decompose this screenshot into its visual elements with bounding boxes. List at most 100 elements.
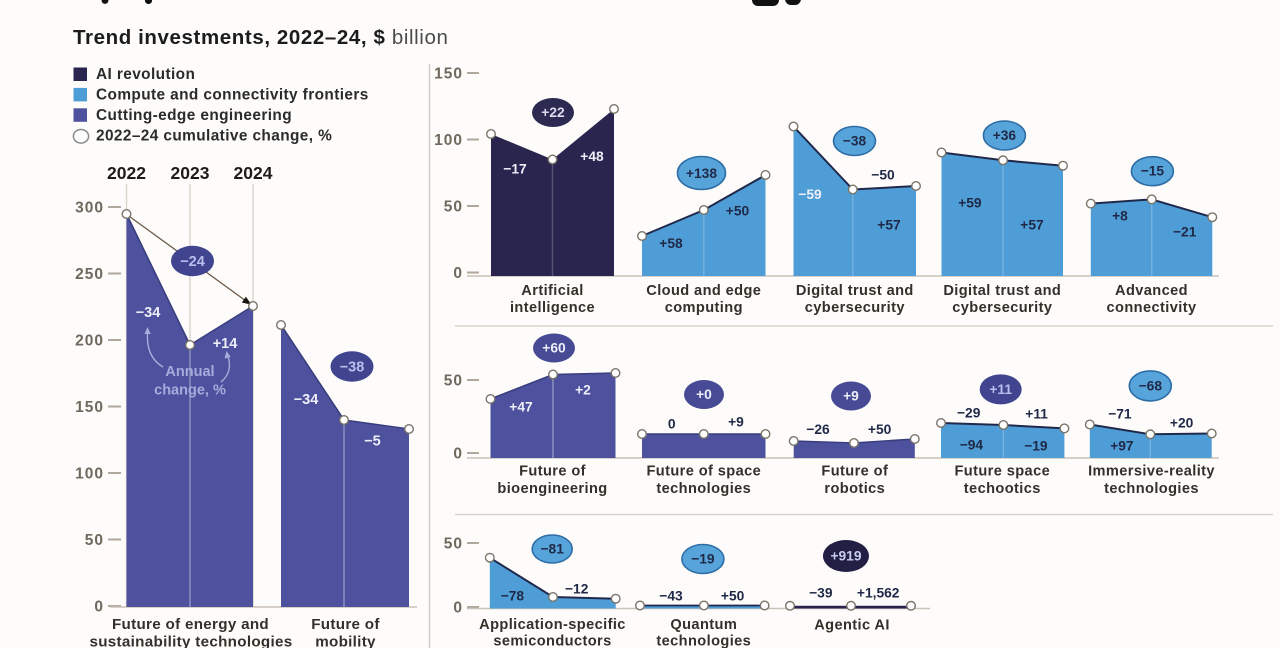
svg-text:50: 50 <box>85 532 104 549</box>
svg-text:50: 50 <box>444 536 463 553</box>
svg-text:−5: −5 <box>364 434 381 450</box>
svg-text:150: 150 <box>434 66 463 83</box>
svg-text:+919: +919 <box>830 549 861 564</box>
svg-text:Future of space: Future of space <box>646 464 761 480</box>
svg-text:technologies: technologies <box>656 481 751 497</box>
svg-text:Future of: Future of <box>311 616 380 633</box>
svg-text:Future of: Future of <box>821 464 888 480</box>
svg-text:+14: +14 <box>213 336 238 352</box>
svg-text:−38: −38 <box>340 360 365 376</box>
svg-text:+50: +50 <box>868 422 892 437</box>
svg-text:−21: −21 <box>1173 225 1197 240</box>
svg-text:Application-specific: Application-specific <box>479 617 626 633</box>
svg-text:sustainability technologies: sustainability technologies <box>89 634 292 648</box>
svg-text:+59: +59 <box>958 196 982 211</box>
svg-text:200: 200 <box>75 333 104 350</box>
svg-text:Quantum: Quantum <box>670 617 737 633</box>
svg-text:AI revolution: AI revolution <box>96 66 195 83</box>
svg-text:−19: −19 <box>691 552 715 567</box>
svg-text:50: 50 <box>444 199 463 216</box>
svg-text:−12: −12 <box>565 581 589 596</box>
svg-text:+36: +36 <box>993 128 1017 143</box>
svg-text:−94: −94 <box>960 438 984 453</box>
svg-text:−34: −34 <box>294 392 319 408</box>
svg-text:+11: +11 <box>1025 407 1048 422</box>
svg-text:robotics: robotics <box>824 481 885 497</box>
svg-text:+1,562: +1,562 <box>857 585 900 600</box>
svg-text:Future of: Future of <box>519 464 586 480</box>
svg-text:−43: −43 <box>659 588 683 603</box>
svg-text:+22: +22 <box>541 105 565 120</box>
svg-text:Annual: Annual <box>165 364 214 380</box>
svg-text:+48: +48 <box>580 149 604 164</box>
svg-text:+50: +50 <box>721 588 745 603</box>
svg-text:technologies: technologies <box>656 634 751 648</box>
svg-text:bioengineering: bioengineering <box>497 481 607 497</box>
svg-text:−17: −17 <box>503 162 527 177</box>
svg-text:100: 100 <box>75 466 104 483</box>
svg-text:+0: +0 <box>696 387 712 402</box>
svg-text:−39: −39 <box>809 585 833 600</box>
svg-text:+9: +9 <box>728 415 744 430</box>
svg-text:+9: +9 <box>843 389 859 404</box>
svg-text:2022: 2022 <box>107 163 146 183</box>
svg-text:mobility: mobility <box>315 634 376 648</box>
svg-text:Digital trust and: Digital trust and <box>943 283 1061 299</box>
svg-text:+50: +50 <box>726 204 750 219</box>
svg-text:2022–24 cumulative change, %: 2022–24 cumulative change, % <box>96 128 332 145</box>
svg-text:−50: −50 <box>871 168 895 183</box>
svg-text:Future space: Future space <box>954 464 1050 480</box>
svg-text:2023: 2023 <box>171 163 210 183</box>
svg-text:Cloud and edge: Cloud and edge <box>646 283 761 299</box>
svg-text:connectivity: connectivity <box>1107 300 1197 316</box>
svg-text:+8: +8 <box>1112 209 1128 224</box>
svg-text:0: 0 <box>668 417 676 432</box>
svg-text:−24: −24 <box>180 254 205 270</box>
svg-text:2024: 2024 <box>234 163 273 183</box>
svg-text:computing: computing <box>665 300 743 316</box>
svg-text:50: 50 <box>444 373 463 390</box>
svg-text:Agentic AI: Agentic AI <box>814 618 890 634</box>
svg-text:Artificial: Artificial <box>521 283 583 299</box>
svg-text:Compute and connectivity front: Compute and connectivity frontiers <box>96 87 369 104</box>
svg-text:−15: −15 <box>1141 164 1165 179</box>
svg-text:Immersive-reality: Immersive-reality <box>1088 464 1215 480</box>
svg-text:−26: −26 <box>806 422 830 437</box>
svg-text:+138: +138 <box>686 166 717 181</box>
svg-text:0: 0 <box>94 599 104 616</box>
svg-text:+47: +47 <box>509 400 533 415</box>
svg-text:technologies: technologies <box>1104 481 1199 497</box>
svg-text:100: 100 <box>434 132 463 149</box>
svg-text:+60: +60 <box>542 341 566 356</box>
svg-text:+58: +58 <box>659 236 683 251</box>
svg-text:+11: +11 <box>989 382 1012 397</box>
svg-text:−71: −71 <box>1108 407 1132 422</box>
svg-text:0: 0 <box>453 265 463 282</box>
svg-text:+2: +2 <box>575 383 591 398</box>
svg-text:−78: −78 <box>501 588 525 603</box>
svg-text:cybersecurity: cybersecurity <box>805 300 906 316</box>
svg-text:+97: +97 <box>1110 439 1134 454</box>
svg-text:Trend investments, 2022–24, $: Trend investments, 2022–24, $ billion <box>73 26 448 49</box>
svg-text:250: 250 <box>75 266 104 283</box>
svg-text:+57: +57 <box>877 218 901 233</box>
svg-text:Advanced: Advanced <box>1115 283 1188 299</box>
svg-text:−68: −68 <box>1139 378 1163 393</box>
svg-text:−59: −59 <box>798 187 822 202</box>
svg-text:Future of energy and: Future of energy and <box>112 616 269 633</box>
svg-text:−34: −34 <box>136 305 161 321</box>
svg-text:+20: +20 <box>1170 416 1194 431</box>
svg-text:0: 0 <box>453 600 463 617</box>
svg-text:change, %: change, % <box>154 383 226 399</box>
svg-text:cybersecurity: cybersecurity <box>952 300 1053 316</box>
svg-text:300: 300 <box>75 200 104 217</box>
svg-text:−38: −38 <box>843 134 867 149</box>
svg-text:−19: −19 <box>1024 439 1048 454</box>
svg-text:−81: −81 <box>540 542 564 557</box>
svg-text:−29: −29 <box>957 405 981 420</box>
svg-text:+57: +57 <box>1020 218 1044 233</box>
svg-text:techootics: techootics <box>964 481 1041 497</box>
svg-text:150: 150 <box>75 399 104 416</box>
svg-text:semiconductors: semiconductors <box>493 634 611 648</box>
svg-text:0: 0 <box>453 446 463 463</box>
